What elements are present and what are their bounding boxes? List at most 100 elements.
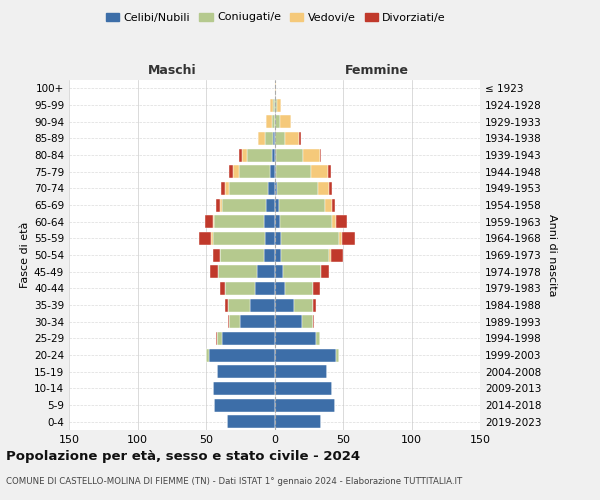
Bar bbox=[336, 215, 347, 228]
Bar bbox=[247, 148, 272, 162]
Bar bbox=[302, 315, 313, 328]
Bar bbox=[341, 232, 355, 245]
Y-axis label: Fasce di età: Fasce di età bbox=[20, 222, 30, 288]
Bar bbox=[280, 215, 332, 228]
Bar bbox=[229, 165, 233, 178]
Text: COMUNE DI CASTELLO-MOLINA DI FIEMME (TN) - Dati ISTAT 1° gennaio 2024 - Elaboraz: COMUNE DI CASTELLO-MOLINA DI FIEMME (TN)… bbox=[6, 478, 462, 486]
Bar bbox=[280, 115, 291, 128]
Bar bbox=[239, 165, 271, 178]
Bar bbox=[276, 165, 311, 178]
Bar bbox=[275, 382, 332, 395]
Bar bbox=[275, 182, 277, 195]
Bar bbox=[221, 182, 225, 195]
Bar bbox=[275, 82, 276, 95]
Bar bbox=[316, 332, 320, 345]
Bar bbox=[266, 198, 275, 211]
Y-axis label: Anni di nascita: Anni di nascita bbox=[547, 214, 557, 296]
Bar bbox=[320, 148, 321, 162]
Bar bbox=[275, 132, 286, 145]
Bar bbox=[273, 132, 275, 145]
Text: Popolazione per età, sesso e stato civile - 2024: Popolazione per età, sesso e stato civil… bbox=[6, 450, 360, 463]
Bar bbox=[215, 332, 217, 345]
Bar bbox=[257, 265, 275, 278]
Bar bbox=[273, 98, 275, 112]
Bar bbox=[275, 115, 280, 128]
Bar bbox=[263, 215, 275, 228]
Bar bbox=[283, 265, 321, 278]
Bar bbox=[199, 232, 211, 245]
Bar bbox=[328, 165, 331, 178]
Bar bbox=[214, 398, 275, 411]
Bar bbox=[265, 132, 273, 145]
Bar bbox=[275, 365, 326, 378]
Legend: Celibi/Nubili, Coniugati/e, Vedovi/e, Divorziati/e: Celibi/Nubili, Coniugati/e, Vedovi/e, Di… bbox=[101, 8, 451, 27]
Bar bbox=[240, 315, 275, 328]
Bar bbox=[286, 282, 313, 295]
Bar bbox=[209, 348, 275, 362]
Bar bbox=[313, 282, 320, 295]
Bar bbox=[213, 382, 275, 395]
Bar bbox=[281, 232, 339, 245]
Bar bbox=[275, 215, 280, 228]
Bar bbox=[275, 232, 281, 245]
Bar bbox=[275, 415, 321, 428]
Bar bbox=[272, 148, 275, 162]
Bar bbox=[275, 398, 335, 411]
Bar bbox=[205, 215, 213, 228]
Bar bbox=[217, 332, 223, 345]
Bar bbox=[233, 165, 239, 178]
Bar bbox=[220, 282, 225, 295]
Bar bbox=[225, 182, 229, 195]
Bar bbox=[276, 148, 303, 162]
Bar bbox=[303, 148, 320, 162]
Bar bbox=[225, 298, 228, 312]
Bar bbox=[220, 248, 263, 262]
Bar bbox=[275, 315, 302, 328]
Bar bbox=[329, 248, 331, 262]
Bar bbox=[325, 198, 332, 211]
Bar bbox=[223, 198, 266, 211]
Bar bbox=[281, 248, 329, 262]
Bar bbox=[266, 115, 272, 128]
Bar bbox=[242, 148, 247, 162]
Bar bbox=[228, 298, 250, 312]
Bar bbox=[286, 132, 299, 145]
Bar bbox=[319, 182, 329, 195]
Bar bbox=[275, 165, 276, 178]
Bar bbox=[275, 98, 277, 112]
Bar bbox=[218, 265, 257, 278]
Bar bbox=[213, 215, 214, 228]
Bar bbox=[206, 348, 209, 362]
Bar bbox=[339, 232, 341, 245]
Bar bbox=[229, 315, 240, 328]
Bar bbox=[265, 232, 275, 245]
Text: Femmine: Femmine bbox=[345, 64, 409, 78]
Bar bbox=[277, 182, 319, 195]
Bar bbox=[275, 265, 283, 278]
Bar bbox=[275, 148, 276, 162]
Bar bbox=[239, 148, 242, 162]
Bar bbox=[272, 115, 275, 128]
Bar bbox=[275, 332, 316, 345]
Bar bbox=[210, 265, 218, 278]
Bar bbox=[321, 265, 329, 278]
Bar bbox=[299, 132, 301, 145]
Bar bbox=[275, 282, 286, 295]
Bar bbox=[311, 165, 328, 178]
Bar bbox=[268, 182, 275, 195]
Bar bbox=[214, 215, 263, 228]
Bar bbox=[211, 232, 213, 245]
Bar bbox=[250, 298, 275, 312]
Bar bbox=[332, 215, 336, 228]
Bar bbox=[213, 248, 220, 262]
Bar bbox=[275, 248, 281, 262]
Bar bbox=[332, 198, 335, 211]
Text: Maschi: Maschi bbox=[148, 64, 196, 78]
Bar bbox=[275, 348, 336, 362]
Bar bbox=[213, 232, 265, 245]
Bar bbox=[293, 298, 313, 312]
Bar bbox=[256, 282, 275, 295]
Bar bbox=[225, 282, 256, 295]
Bar bbox=[227, 415, 275, 428]
Bar bbox=[336, 348, 339, 362]
